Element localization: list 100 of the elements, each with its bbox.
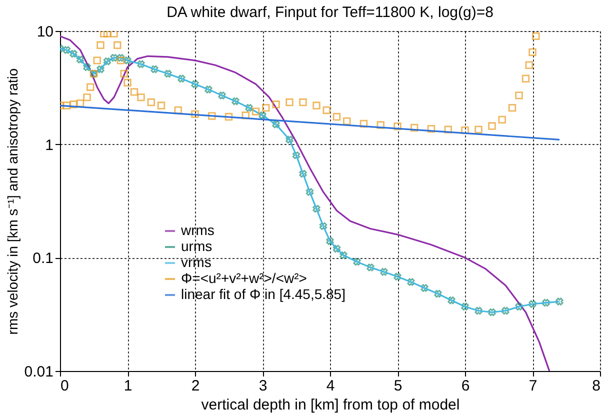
- legend-label: vrms: [181, 254, 212, 270]
- legend-label: linear fit of Φ in [4.45,5.85]: [181, 286, 346, 302]
- point: [522, 74, 530, 82]
- point: [96, 65, 104, 74]
- point: [515, 302, 523, 310]
- point: [508, 104, 516, 112]
- point: [62, 102, 71, 110]
- point: [224, 112, 233, 121]
- point: [208, 112, 216, 120]
- point: [120, 70, 128, 78]
- point: [245, 104, 253, 112]
- point: [262, 104, 270, 112]
- x-tick-label: 0: [60, 378, 69, 394]
- point: [174, 106, 182, 114]
- point: [100, 31, 108, 38]
- point: [366, 264, 374, 272]
- point: [164, 70, 172, 78]
- point: [488, 308, 496, 316]
- chart-title: DA white dwarf, Finput for Teff=11800 K, log(g)=8: [166, 4, 494, 21]
- point: [76, 56, 84, 64]
- point: [488, 122, 496, 130]
- x-tick-label: 3: [258, 378, 268, 394]
- point: [312, 204, 320, 213]
- point: [252, 108, 260, 116]
- point: [147, 98, 155, 106]
- x-tick-label: 6: [461, 378, 470, 394]
- point: [204, 86, 212, 94]
- point: [353, 258, 361, 266]
- point: [332, 244, 341, 253]
- point: [532, 32, 540, 40]
- point: [137, 60, 145, 68]
- point: [83, 63, 91, 71]
- point: [191, 80, 199, 88]
- point: [407, 278, 415, 286]
- point: [83, 93, 91, 102]
- x-axis-title: vertical depth in [km] from top of model: [201, 396, 460, 414]
- line-series: [60, 35, 550, 371]
- point: [343, 117, 351, 126]
- point: [124, 78, 132, 87]
- x-tick-label: 8: [592, 378, 600, 394]
- x-tick-label: 5: [394, 378, 402, 394]
- x-tick-label: 1: [124, 378, 132, 394]
- point: [110, 54, 118, 62]
- point: [528, 300, 536, 308]
- point: [70, 50, 78, 58]
- point: [312, 102, 320, 110]
- point: [137, 93, 145, 102]
- point: [110, 31, 118, 38]
- point: [502, 306, 510, 315]
- point: [218, 92, 226, 100]
- point: [434, 290, 442, 298]
- point: [528, 48, 536, 56]
- y-axis-title: rms velocity in [km s⁻¹] and anisotropy ratio: [4, 68, 20, 335]
- point: [474, 126, 482, 134]
- point: [272, 120, 280, 128]
- point: [93, 56, 101, 64]
- point: [286, 136, 294, 144]
- point: [86, 83, 94, 91]
- point: [150, 65, 158, 74]
- point: [515, 92, 523, 100]
- point: [96, 41, 104, 50]
- point: [461, 302, 469, 310]
- point: [292, 151, 300, 160]
- point: [103, 31, 112, 38]
- point: [258, 112, 266, 120]
- y-tick-label: 0.01: [24, 364, 54, 380]
- point: [326, 237, 334, 245]
- point: [542, 298, 550, 307]
- x-tick-label: 2: [191, 378, 200, 394]
- point: [272, 100, 280, 108]
- point: [410, 124, 418, 132]
- y-tick-label: 1: [45, 136, 54, 154]
- point: [157, 102, 166, 110]
- point: [498, 116, 506, 124]
- point: [444, 126, 452, 134]
- point: [394, 272, 402, 280]
- point: [114, 41, 122, 50]
- point: [299, 98, 307, 106]
- point: [376, 121, 384, 129]
- point: [116, 56, 125, 64]
- y-tick-label: 0.1: [32, 250, 54, 268]
- point: [448, 296, 456, 304]
- point: [191, 110, 199, 118]
- point: [232, 97, 240, 106]
- legend-label: Φ=<u²+v²+w²>/<w²>: [181, 270, 307, 286]
- point: [427, 124, 436, 133]
- point: [474, 306, 482, 315]
- point: [103, 58, 112, 66]
- point: [380, 268, 388, 276]
- point: [130, 88, 138, 96]
- point: [62, 46, 71, 54]
- point: [420, 284, 428, 292]
- y-tick-label: 10: [36, 24, 54, 40]
- point: [306, 188, 314, 196]
- point: [178, 74, 186, 82]
- point: [116, 54, 125, 62]
- point: [124, 56, 132, 64]
- point: [360, 120, 368, 128]
- legend-label: urms: [181, 238, 212, 254]
- point: [286, 98, 294, 106]
